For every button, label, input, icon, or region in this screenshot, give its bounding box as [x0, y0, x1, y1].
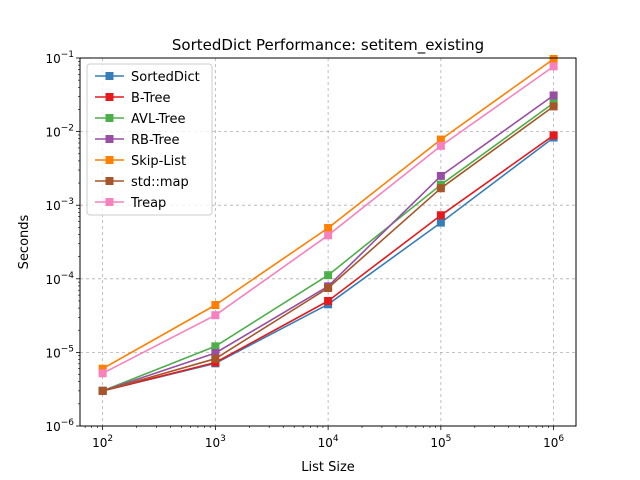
- data-point-marker: [436, 141, 445, 150]
- legend-label: Treap: [130, 196, 166, 211]
- legend-marker: [105, 198, 114, 206]
- data-point-marker: [98, 364, 107, 373]
- legend-marker: [105, 135, 114, 143]
- data-point-marker: [324, 271, 333, 280]
- chart-title: SortedDict Performance: setitem_existing: [172, 36, 484, 55]
- legend-entry: Skip-List: [95, 154, 186, 169]
- data-point-marker: [211, 311, 220, 320]
- legend-marker: [105, 72, 114, 80]
- series-treap: [98, 62, 558, 378]
- y-tick-label: 10−6: [45, 418, 74, 434]
- legend-label: B-Tree: [131, 91, 171, 106]
- data-point-marker: [436, 171, 445, 180]
- legend-label: AVL-Tree: [131, 112, 186, 127]
- data-point-marker: [211, 301, 220, 310]
- y-tick-label: 10−1: [45, 50, 74, 66]
- x-tick-label: 105: [430, 434, 451, 450]
- legend-marker: [105, 93, 114, 101]
- y-tick-label: 10−5: [45, 344, 74, 360]
- data-point-marker: [324, 296, 333, 305]
- data-point-marker: [436, 218, 445, 227]
- data-point-marker: [436, 135, 445, 144]
- legend-entry: RB-Tree: [95, 133, 180, 148]
- x-tick-label: 103: [205, 434, 226, 450]
- y-tick-label: 10−3: [45, 197, 74, 213]
- data-point-marker: [98, 386, 107, 395]
- legend-entry: Treap: [95, 196, 166, 211]
- series-layer: [98, 54, 558, 395]
- series-std-map: [98, 102, 558, 395]
- data-point-marker: [324, 231, 333, 240]
- legend-label: RB-Tree: [131, 133, 180, 148]
- legend-marker: [105, 156, 114, 164]
- legend-marker: [105, 177, 114, 185]
- legend-entry: AVL-Tree: [95, 112, 186, 127]
- y-tick-label: 10−2: [45, 124, 74, 140]
- legend-marker: [105, 114, 114, 122]
- series-skip-list: [98, 54, 558, 373]
- data-point-marker: [324, 224, 333, 233]
- legend: SortedDict B-Tree AVL-Tree RB-Tree Skip-List…: [86, 63, 213, 216]
- y-tick-label: 10−4: [45, 271, 74, 287]
- legend-label: Skip-List: [131, 154, 186, 169]
- legend-entry: B-Tree: [95, 91, 171, 106]
- data-point-marker: [549, 62, 558, 71]
- data-point-marker: [436, 184, 445, 193]
- data-point-marker: [436, 211, 445, 220]
- x-tick-label: 104: [318, 434, 339, 450]
- x-tick-label: 102: [92, 434, 113, 450]
- y-axis-title: Seconds: [17, 214, 32, 269]
- data-point-marker: [211, 342, 220, 351]
- data-point-marker: [98, 369, 107, 378]
- legend-entry: SortedDict: [95, 70, 200, 85]
- legend-label: SortedDict: [131, 70, 200, 85]
- x-axis-title: List Size: [301, 460, 355, 475]
- data-point-marker: [324, 283, 333, 292]
- data-point-marker: [549, 131, 558, 140]
- ticks: 102 103 104 105 106 10−6 10−5 10−4 10−3 10−2 10−1: [45, 50, 564, 450]
- data-point-marker: [549, 102, 558, 111]
- legend-box: [86, 63, 213, 216]
- x-tick-label: 106: [543, 434, 564, 450]
- legend-label: std::map: [131, 175, 189, 190]
- data-point-marker: [549, 54, 558, 63]
- legend-entry: std::map: [95, 175, 189, 190]
- data-point-marker: [211, 354, 220, 363]
- data-point-marker: [549, 91, 558, 100]
- data-point-marker: [211, 349, 220, 358]
